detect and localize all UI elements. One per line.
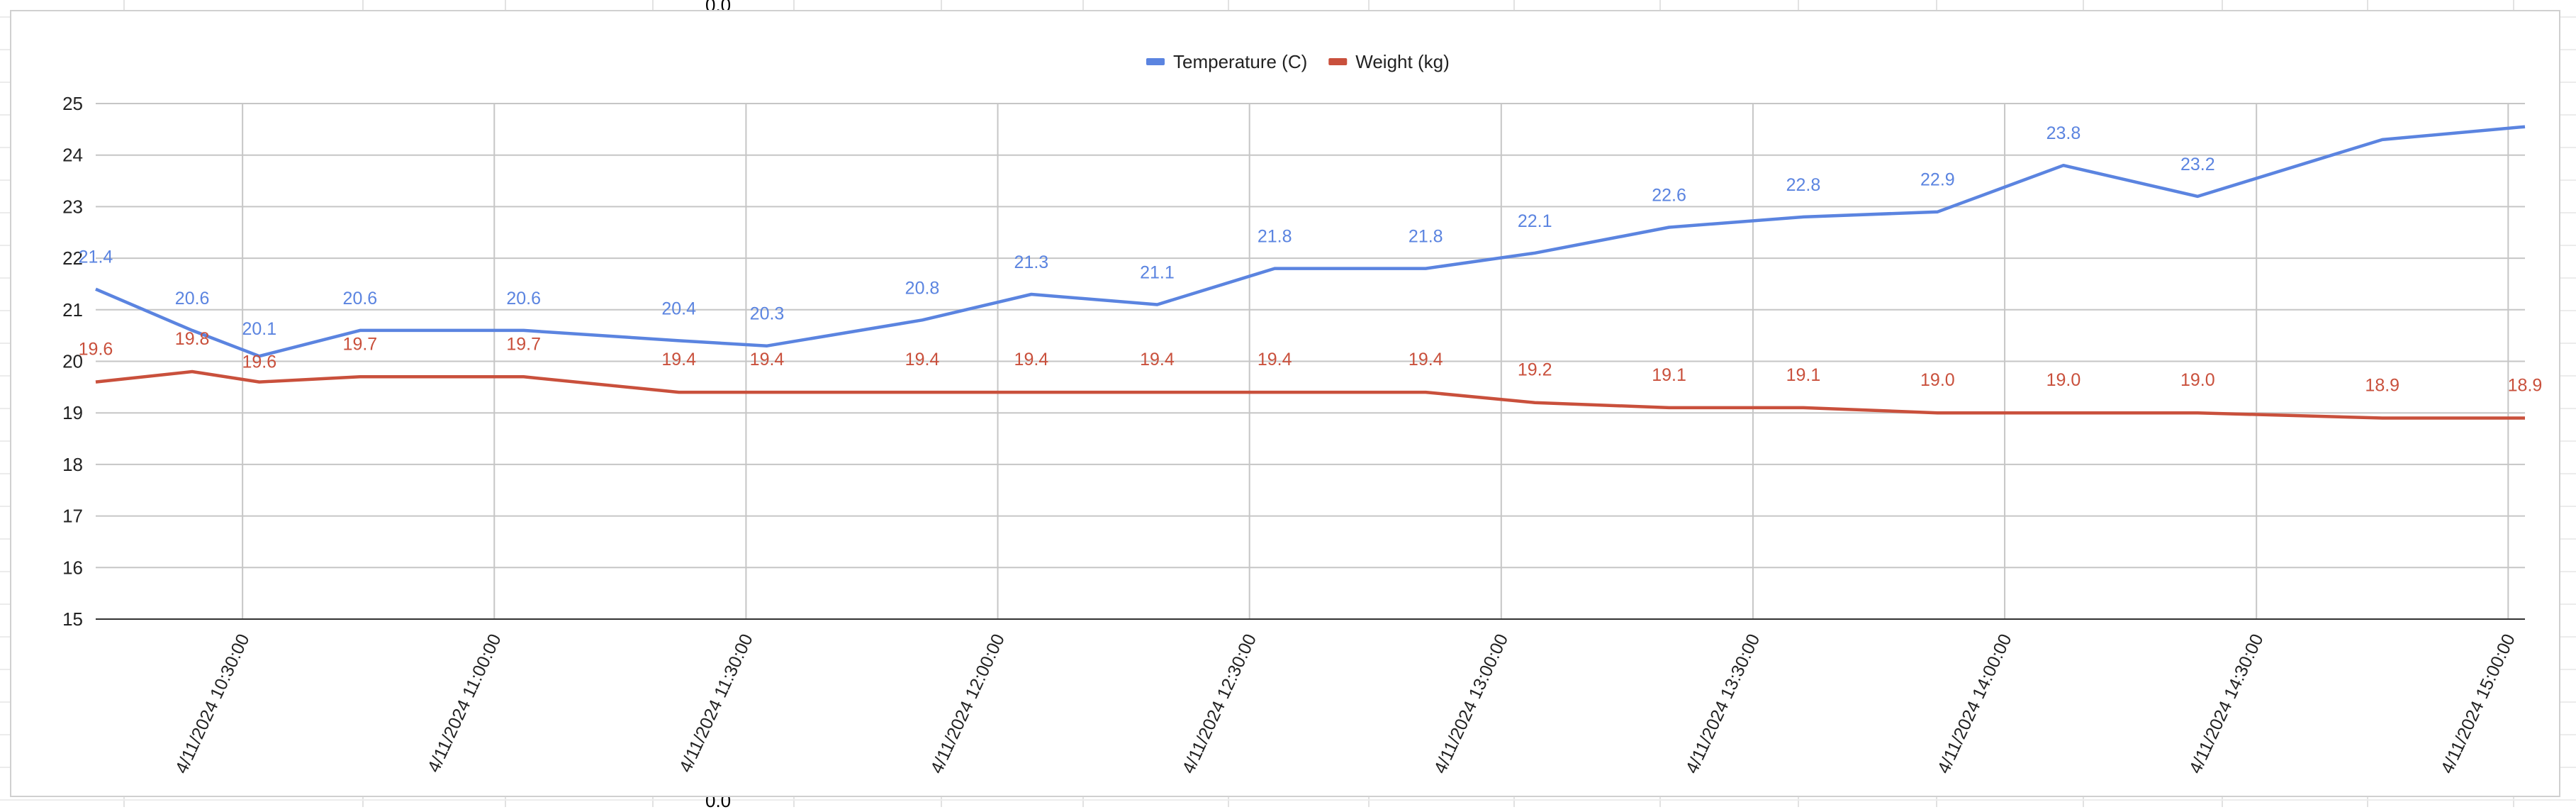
x-tick: 4/11/2024 11:00:00 <box>424 631 505 776</box>
x-tick-label: 4/11/2024 14:30:00 <box>2185 631 2268 777</box>
data-label: 18.9 <box>2365 375 2399 395</box>
data-label: 20.1 <box>242 319 276 339</box>
legend-label: Temperature (C) <box>1173 51 1307 72</box>
data-label: 23.8 <box>2046 123 2081 143</box>
legend: Temperature (C) Weight (kg) <box>1146 51 1450 72</box>
data-label: 19.7 <box>343 334 378 354</box>
data-label: 22.1 <box>1518 211 1552 231</box>
data-label: 22.9 <box>1920 170 1955 190</box>
data-label: 19.0 <box>2046 370 2081 390</box>
data-label: 19.4 <box>1409 350 1443 369</box>
data-label: 19.6 <box>79 340 113 360</box>
x-tick: 4/11/2024 10:30:00 <box>172 631 254 777</box>
x-tick: 4/11/2024 12:30:00 <box>1178 631 1260 777</box>
series-line-1 <box>95 369 2525 420</box>
x-tick: 4/11/2024 13:30:00 <box>1682 631 1764 777</box>
data-label: 20.8 <box>905 278 940 298</box>
data-label: 19.1 <box>1786 365 1821 385</box>
x-tick: 4/11/2024 14:30:00 <box>2185 631 2268 777</box>
data-label: 21.8 <box>1258 227 1292 247</box>
legend-label: Weight (kg) <box>1355 51 1449 72</box>
y-tick-label: 21 <box>62 299 83 321</box>
data-label: 22.8 <box>1786 175 1821 195</box>
y-tick-label: 17 <box>62 506 83 527</box>
y-tick-label: 25 <box>62 93 83 114</box>
x-tick: 4/11/2024 12:00:00 <box>926 631 1009 777</box>
x-tick-label: 4/11/2024 13:00:00 <box>1430 631 1513 777</box>
x-tick-label: 4/11/2024 13:30:00 <box>1682 631 1764 777</box>
data-label: 19.0 <box>2180 370 2215 390</box>
y-tick-label: 18 <box>62 454 83 475</box>
data-label: 19.7 <box>506 334 541 354</box>
y-tick-label: 22 <box>62 248 83 269</box>
data-label: 20.4 <box>661 299 696 318</box>
data-label: 21.1 <box>1140 263 1175 283</box>
line-chart: 15 16 17 18 19 20 21 22 23 24 25 4/11/2024 10:30:00… <box>62 51 2543 777</box>
data-label: 19.1 <box>1652 365 1686 385</box>
data-label: 20.6 <box>506 289 541 308</box>
data-label: 19.4 <box>661 350 696 369</box>
y-tick-label: 24 <box>62 145 83 166</box>
data-label: 21.4 <box>79 248 113 267</box>
x-tick: 4/11/2024 15:00:00 <box>2437 631 2519 777</box>
chart-panel[interactable]: 15 16 17 18 19 20 21 22 23 24 25 4/11/2024 10:30:00… <box>10 10 2560 797</box>
x-tick-label: 4/11/2024 15:00:00 <box>2437 631 2519 777</box>
data-label: 19.4 <box>750 350 785 369</box>
data-label: 21.3 <box>1014 252 1049 272</box>
data-label: 20.6 <box>175 289 210 308</box>
legend-swatch <box>1146 58 1165 65</box>
legend-swatch <box>1328 58 1348 65</box>
y-tick-label: 15 <box>62 608 83 630</box>
data-label: 21.8 <box>1409 227 1443 247</box>
x-tick-label: 4/11/2024 11:30:00 <box>676 631 757 776</box>
data-label: 20.6 <box>343 289 378 308</box>
data-label: 19.8 <box>175 329 210 349</box>
series-line-0 <box>95 125 2526 358</box>
x-tick: 4/11/2024 11:30:00 <box>676 631 757 776</box>
y-tick-label: 16 <box>62 557 83 578</box>
y-tick-label: 19 <box>62 402 83 423</box>
y-tick-label: 20 <box>62 351 83 372</box>
data-label: 19.4 <box>1014 350 1049 369</box>
data-label: 20.3 <box>750 304 785 324</box>
x-tick-label: 4/11/2024 11:00:00 <box>424 631 505 776</box>
data-label: 19.2 <box>1518 360 1552 380</box>
x-tick-label: 4/11/2024 12:00:00 <box>926 631 1009 777</box>
y-tick-label: 23 <box>62 196 83 217</box>
x-tick-label: 4/11/2024 12:30:00 <box>1178 631 1260 777</box>
x-tick: 4/11/2024 14:00:00 <box>1934 631 2016 777</box>
data-label: 19.6 <box>242 352 276 372</box>
data-label: 18.9 <box>2508 375 2543 395</box>
data-label: 22.6 <box>1652 185 1686 205</box>
x-tick-label: 4/11/2024 10:30:00 <box>172 631 254 777</box>
data-label: 19.4 <box>1140 350 1175 369</box>
x-tick-label: 4/11/2024 14:00:00 <box>1934 631 2016 777</box>
data-label: 19.4 <box>905 350 940 369</box>
data-label: 19.4 <box>1258 350 1292 369</box>
data-label: 23.2 <box>2180 155 2215 174</box>
x-tick: 4/11/2024 13:00:00 <box>1430 631 1513 777</box>
data-label: 19.0 <box>1920 370 1955 390</box>
